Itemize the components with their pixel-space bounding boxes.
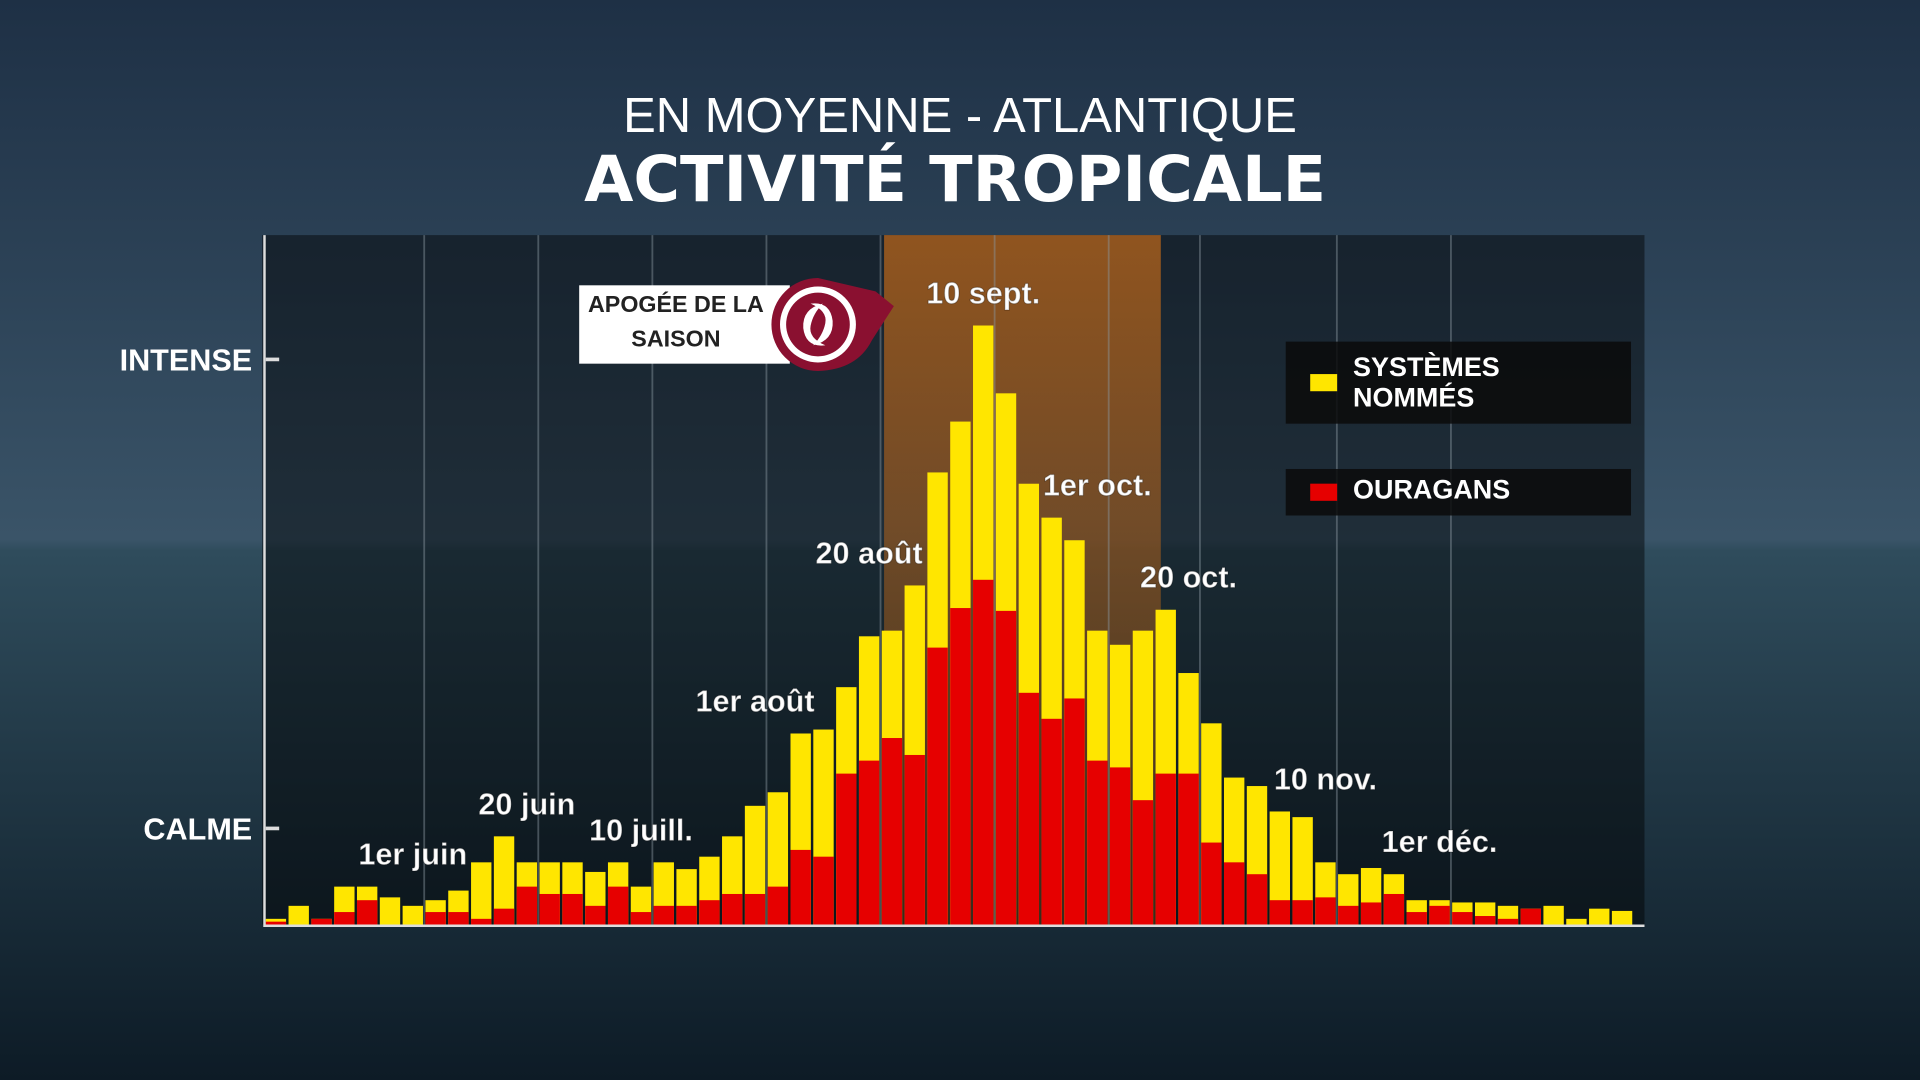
bar-hurricanes (1338, 905, 1359, 925)
bar-hurricanes (1064, 698, 1085, 925)
bar-hurricanes (516, 886, 538, 925)
bar-hurricanes (881, 738, 903, 925)
bar-hurricanes (1269, 900, 1290, 925)
plot (265, 235, 1633, 925)
chart-title: ACTIVITÉ TROPICALE (584, 141, 1326, 217)
bar-hurricanes (676, 905, 697, 925)
bar-named-systems (1589, 908, 1610, 925)
chart-subtitle: EN MOYENNE - ATLANTIQUE (623, 89, 1297, 143)
bar-named-systems (1566, 918, 1587, 925)
legend-label-box: OURAGANS (1353, 473, 1511, 505)
legend-label: OURAGANS (1353, 473, 1511, 505)
date-label: 20 août (816, 536, 923, 570)
legend: SYSTÈMES NOMMÉS OURAGANS (1285, 341, 1632, 516)
bar-named-systems (493, 836, 515, 925)
bar-hurricanes (356, 900, 378, 925)
hurricane-eye (813, 319, 823, 330)
bar-hurricanes (950, 608, 971, 925)
bar-hurricanes (539, 893, 560, 925)
annotation: APOGÉE DE LA SAISON (579, 277, 894, 372)
bar-hurricanes (311, 918, 332, 925)
bar-named-systems (1269, 811, 1290, 925)
legend-swatch (1310, 483, 1338, 501)
date-label: 10 nov. (1274, 762, 1377, 796)
bar-hurricanes (1132, 800, 1154, 925)
bar-hurricanes (1201, 842, 1222, 925)
legend-box (1285, 341, 1632, 424)
date-label: 10 sept. (926, 276, 1040, 310)
bar-hurricanes (493, 908, 515, 925)
bar-hurricanes (425, 912, 446, 925)
bar-hurricanes (699, 900, 720, 925)
bar-hurricanes (653, 905, 674, 925)
bar-hurricanes (607, 886, 629, 925)
bar-hurricanes (813, 856, 834, 925)
bar-hurricanes (1429, 905, 1450, 925)
bar-hurricanes (1520, 908, 1541, 925)
bar-hurricanes (767, 886, 789, 925)
bar-hurricanes (973, 579, 994, 925)
legend-swatch (1310, 374, 1338, 392)
bar-hurricanes (1383, 893, 1405, 925)
bar-named-systems (1292, 817, 1313, 925)
bar-named-systems (402, 905, 423, 925)
bar-hurricanes (1292, 900, 1313, 925)
bar-hurricanes (1315, 897, 1336, 925)
bar-hurricanes (1452, 912, 1473, 925)
bar-hurricanes (927, 647, 948, 925)
date-label: 20 juin (478, 787, 575, 821)
bar-hurricanes (448, 912, 469, 925)
legend-box (1285, 468, 1632, 516)
bar-hurricanes (471, 918, 492, 925)
y-tick-label: INTENSE (120, 343, 253, 377)
bar-hurricanes (1178, 773, 1199, 925)
bar-named-systems (288, 905, 309, 925)
bar-hurricanes (790, 849, 811, 925)
bar-named-systems (471, 862, 492, 925)
bar-hurricanes (1041, 718, 1062, 925)
hurricane-symbol (803, 303, 833, 346)
bar-hurricanes (1246, 874, 1268, 925)
bar-hurricanes (1224, 862, 1245, 925)
date-label: 10 juill. (589, 813, 693, 847)
bar-named-systems (1611, 910, 1633, 925)
bar-hurricanes (265, 921, 287, 925)
bar-hurricanes (562, 893, 583, 925)
bar-hurricanes (334, 912, 355, 925)
bar-hurricanes (1018, 692, 1040, 925)
bar-hurricanes (1360, 902, 1382, 925)
bar-hurricanes (1406, 912, 1427, 925)
date-label: 1er oct. (1043, 469, 1152, 503)
annotation-box (579, 285, 790, 364)
bar-named-systems (379, 897, 401, 925)
bar-hurricanes (858, 760, 880, 925)
legend-label: SYSTÈMES NOMMÉS (1353, 351, 1500, 413)
date-label: 20 oct. (1140, 561, 1237, 595)
bar-hurricanes (630, 912, 652, 925)
bar-hurricanes (1497, 918, 1519, 925)
y-tick-label: CALME (143, 812, 252, 846)
bar-hurricanes (1109, 767, 1131, 925)
date-label: 1er déc. (1382, 825, 1498, 859)
bar-hurricanes (585, 905, 606, 925)
bar-hurricanes (904, 754, 925, 925)
bar-hurricanes (744, 893, 766, 925)
bar-named-systems (1543, 905, 1564, 925)
date-label: 1er juin (358, 838, 467, 872)
bar-hurricanes (836, 773, 857, 925)
date-label: 1er août (696, 684, 815, 718)
bar-hurricanes (1474, 916, 1496, 925)
bar-hurricanes (995, 610, 1017, 925)
bar-hurricanes (1155, 773, 1176, 925)
bar-hurricanes (1087, 760, 1108, 925)
annotation-text: APOGÉE DE LA SAISON (588, 292, 764, 353)
legend-label-box: SYSTÈMES NOMMÉS (1353, 351, 1500, 413)
bar-hurricanes (722, 893, 743, 925)
annotation-text-box: APOGÉE DE LA SAISON (588, 292, 764, 353)
